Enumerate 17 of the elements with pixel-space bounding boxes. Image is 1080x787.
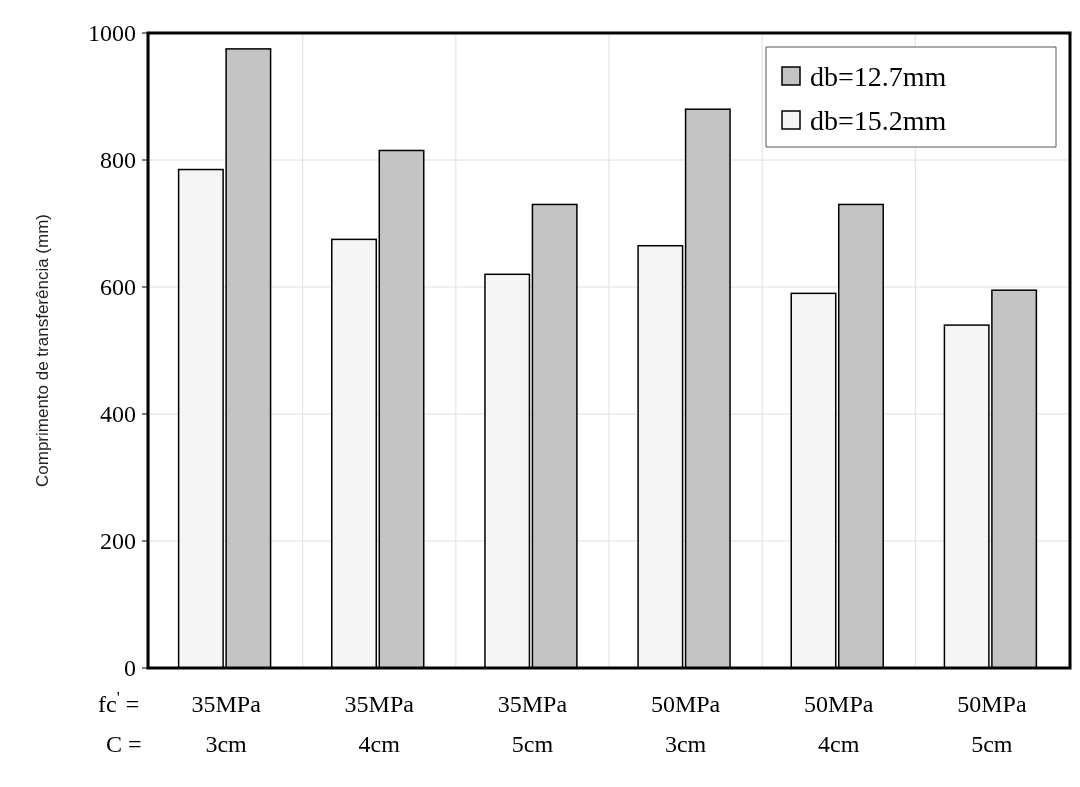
y-axis-title: Comprimento de transferência (mm) (33, 213, 52, 488)
text: fc$^{'}$ = (98, 687, 140, 717)
y-tick-label: 400 (100, 401, 136, 428)
y-tick-label: 200 (100, 528, 136, 555)
y-tick-label: 800 (100, 147, 136, 174)
x-tick-label: 50MPa 3cm (650, 691, 721, 757)
text: C = (106, 731, 142, 757)
y-tick-label: 0 (124, 655, 136, 682)
legend-label: db=12.7mm (810, 60, 947, 92)
y-tick-label: 1000 (88, 20, 136, 47)
x-tick-label: 50MPa 4cm (804, 691, 874, 757)
legend-label: db=15.2mm (810, 104, 947, 136)
x-tick-label: 50MPa 5cm (957, 691, 1027, 757)
y-tick-label: 600 (100, 274, 136, 301)
x-tick-label: 35MPa 5cm (497, 691, 568, 757)
x-tick-label: 35MPa 4cm (344, 691, 415, 757)
x-tick-label: 35MPa 3cm (191, 691, 262, 757)
